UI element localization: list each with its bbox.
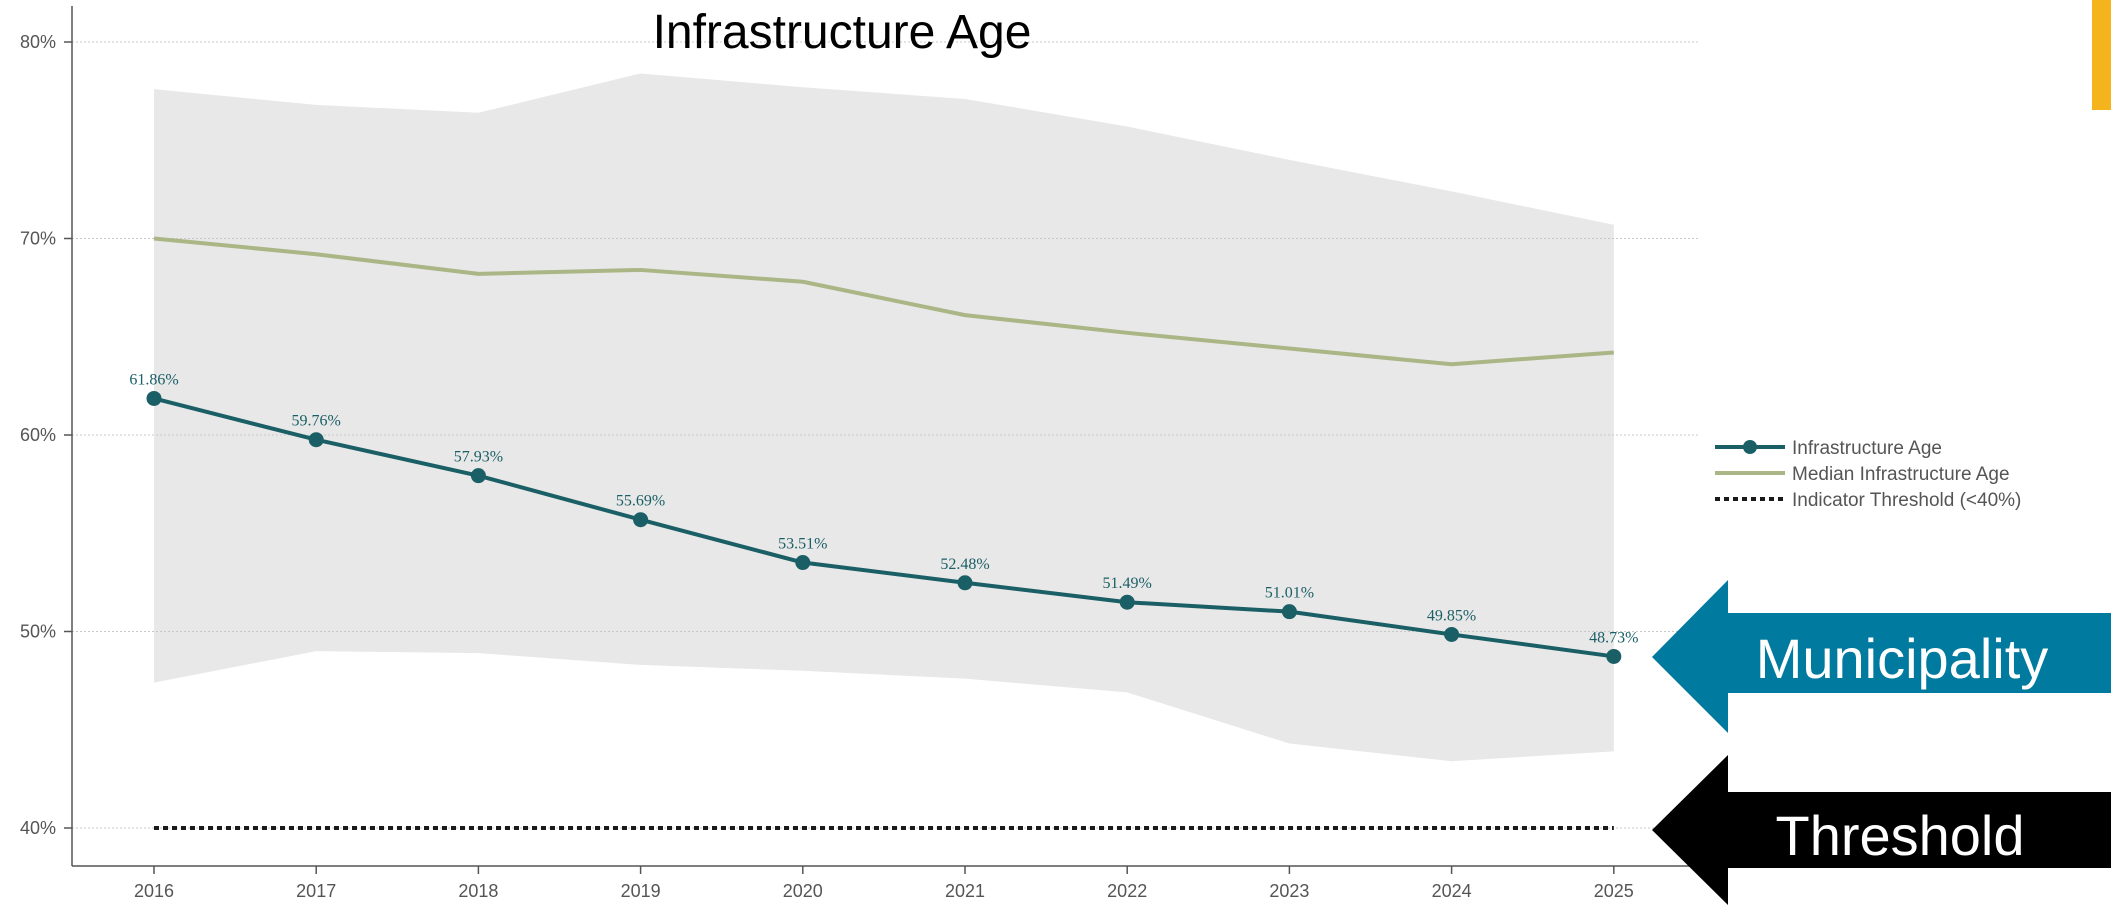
municipality-label: Municipality	[1756, 627, 2049, 690]
data-label: 53.51%	[778, 536, 827, 553]
data-label: 52.48%	[940, 556, 989, 573]
x-tick-label: 2023	[1269, 881, 1309, 901]
legend-label-indicator-threshold: Indicator Threshold (<40%)	[1792, 490, 2021, 511]
threshold-arrow	[1652, 755, 2111, 905]
threshold-callout: Threshold	[1652, 755, 2111, 905]
threshold-label: Threshold	[1775, 804, 2024, 867]
data-label: 57.93%	[454, 449, 503, 466]
x-tick-label: 2025	[1594, 881, 1634, 901]
municipality-arrow	[1652, 580, 2111, 733]
data-label: 51.01%	[1265, 585, 1314, 602]
x-tick-label: 2024	[1432, 881, 1472, 901]
data-label: 59.76%	[292, 413, 341, 430]
x-tick-label: 2019	[621, 881, 661, 901]
y-tick-label: 40%	[20, 818, 56, 838]
data-point-infrastructure-age	[1606, 648, 1622, 664]
data-point-infrastructure-age	[1444, 626, 1460, 642]
y-tick-label: 50%	[20, 622, 56, 642]
data-label: 48.73%	[1589, 629, 1638, 646]
x-tick-label: 2022	[1107, 881, 1147, 901]
x-tick-label: 2016	[134, 881, 174, 901]
data-point-infrastructure-age	[308, 432, 324, 448]
y-tick-label: 80%	[20, 32, 56, 52]
legend-label-median-infrastructure-age: Median Infrastructure Age	[1792, 464, 2010, 485]
data-label: 49.85%	[1427, 607, 1476, 624]
x-tick-label: 2017	[296, 881, 336, 901]
municipality-callout: Municipality	[1652, 580, 2111, 733]
data-label: 55.69%	[616, 493, 665, 510]
data-point-infrastructure-age	[1119, 594, 1135, 610]
series-line-infrastructure-age	[153, 396, 1615, 659]
data-point-infrastructure-age	[795, 555, 811, 571]
legend-marker-infrastructure-age	[1743, 440, 1757, 454]
chart-title: Infrastructure Age	[653, 6, 1032, 59]
x-tick-label: 2020	[783, 881, 823, 901]
data-point-infrastructure-age	[633, 512, 649, 528]
data-point-infrastructure-age	[957, 575, 973, 591]
x-tick-label: 2021	[945, 881, 985, 901]
corner-accent	[2092, 0, 2111, 110]
y-tick-label: 70%	[20, 229, 56, 249]
data-label: 61.86%	[129, 371, 178, 388]
data-label: 51.49%	[1103, 575, 1152, 592]
legend-label-infrastructure-age: Infrastructure Age	[1792, 438, 1942, 459]
data-point-infrastructure-age	[1281, 604, 1297, 620]
data-point-infrastructure-age	[470, 468, 486, 484]
data-point-infrastructure-age	[146, 390, 162, 406]
x-tick-label: 2018	[458, 881, 498, 901]
y-tick-label: 60%	[20, 425, 56, 445]
legend: Infrastructure Age Median Infrastructure…	[1715, 438, 2021, 511]
series-line-median-infrastructure-age	[153, 236, 1614, 367]
range-band	[154, 73, 1614, 762]
